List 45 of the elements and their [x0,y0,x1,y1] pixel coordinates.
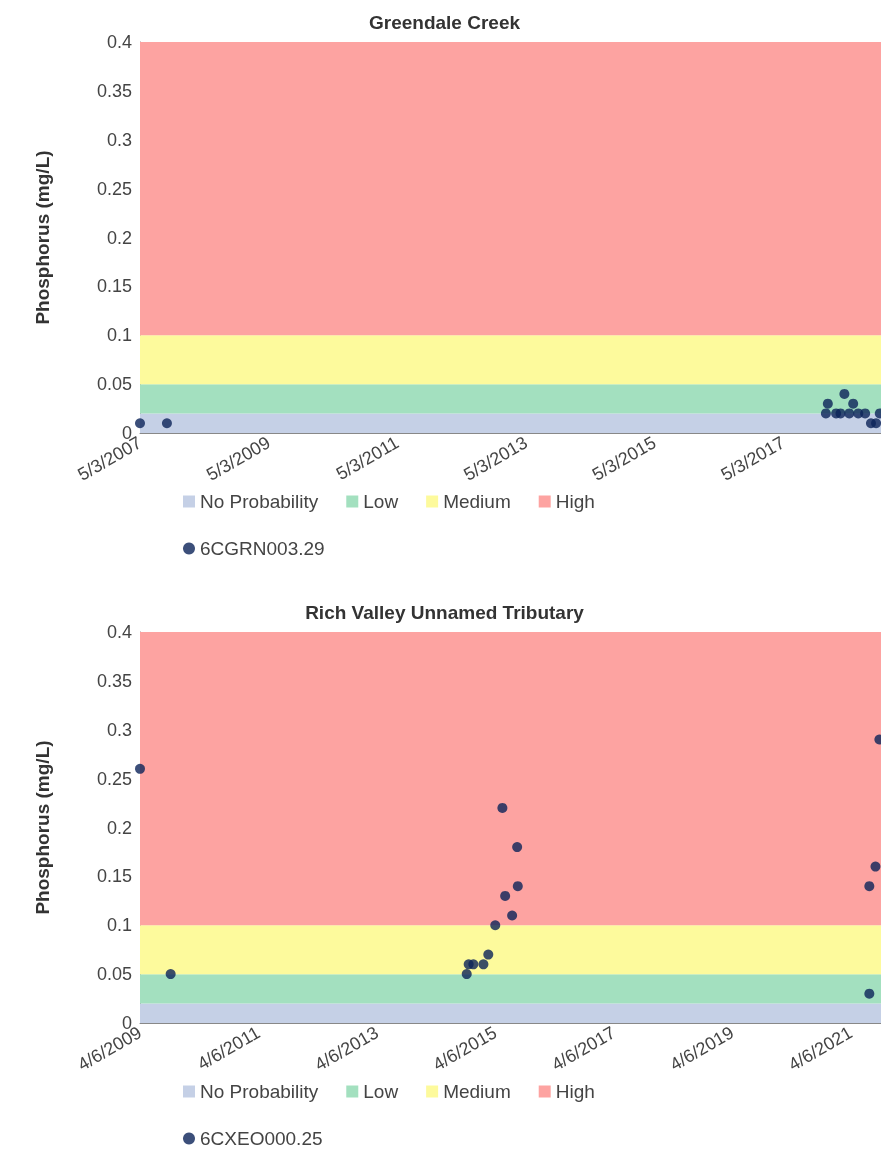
chart-title: Greendale Creek [368,12,521,33]
y-tick-label: 0.35 [96,670,132,691]
y-tick-label: 0.3 [106,129,132,150]
point [512,842,523,853]
point [864,881,875,892]
point [135,763,145,774]
legend-label: 6CGRN003.29 [200,538,325,559]
y-tick-label: 0.2 [106,817,132,838]
legend-label: Low [363,1081,399,1102]
y-tick-label: 0.15 [96,866,132,887]
legend-label: Medium [443,491,511,512]
point [483,949,494,960]
point [507,910,518,921]
point [461,969,472,980]
y-tick-label: 0.4 [106,32,132,52]
legend-label: No Probability [200,1081,319,1102]
y-tick-label: 0.05 [96,374,132,395]
point [468,959,479,970]
point [500,890,511,901]
legend-label: High [555,491,595,512]
point [870,861,881,872]
y-tick-label: 0.3 [106,719,132,740]
point [864,988,875,999]
legend-label: No Probability [200,491,319,512]
y-tick-label: 0.15 [96,276,132,297]
y-tick-label: 0.4 [106,622,132,642]
point [165,969,176,980]
point [490,920,501,931]
point [478,959,489,970]
legend-label: Medium [443,1081,511,1102]
point [497,802,508,813]
y-tick-label: 0.1 [106,915,132,936]
y-axis-title: Phosphorus (mg/L) [32,740,53,915]
y-tick-label: 0.1 [106,325,132,346]
legend-label: Low [363,491,399,512]
y-tick-label: 0.25 [96,768,132,789]
y-tick-label: 0.05 [96,964,132,985]
legend-label: High [555,1081,595,1102]
y-tick-label: 0.35 [96,80,132,101]
legend-label: 6CXEO000.25 [200,1128,323,1149]
y-axis-title: Phosphorus (mg/L) [32,150,53,325]
chart-title: Rich Valley Unnamed Tributary [305,602,585,623]
point [512,881,523,892]
y-tick-label: 0.25 [96,178,132,199]
y-tick-label: 0.2 [106,227,132,248]
